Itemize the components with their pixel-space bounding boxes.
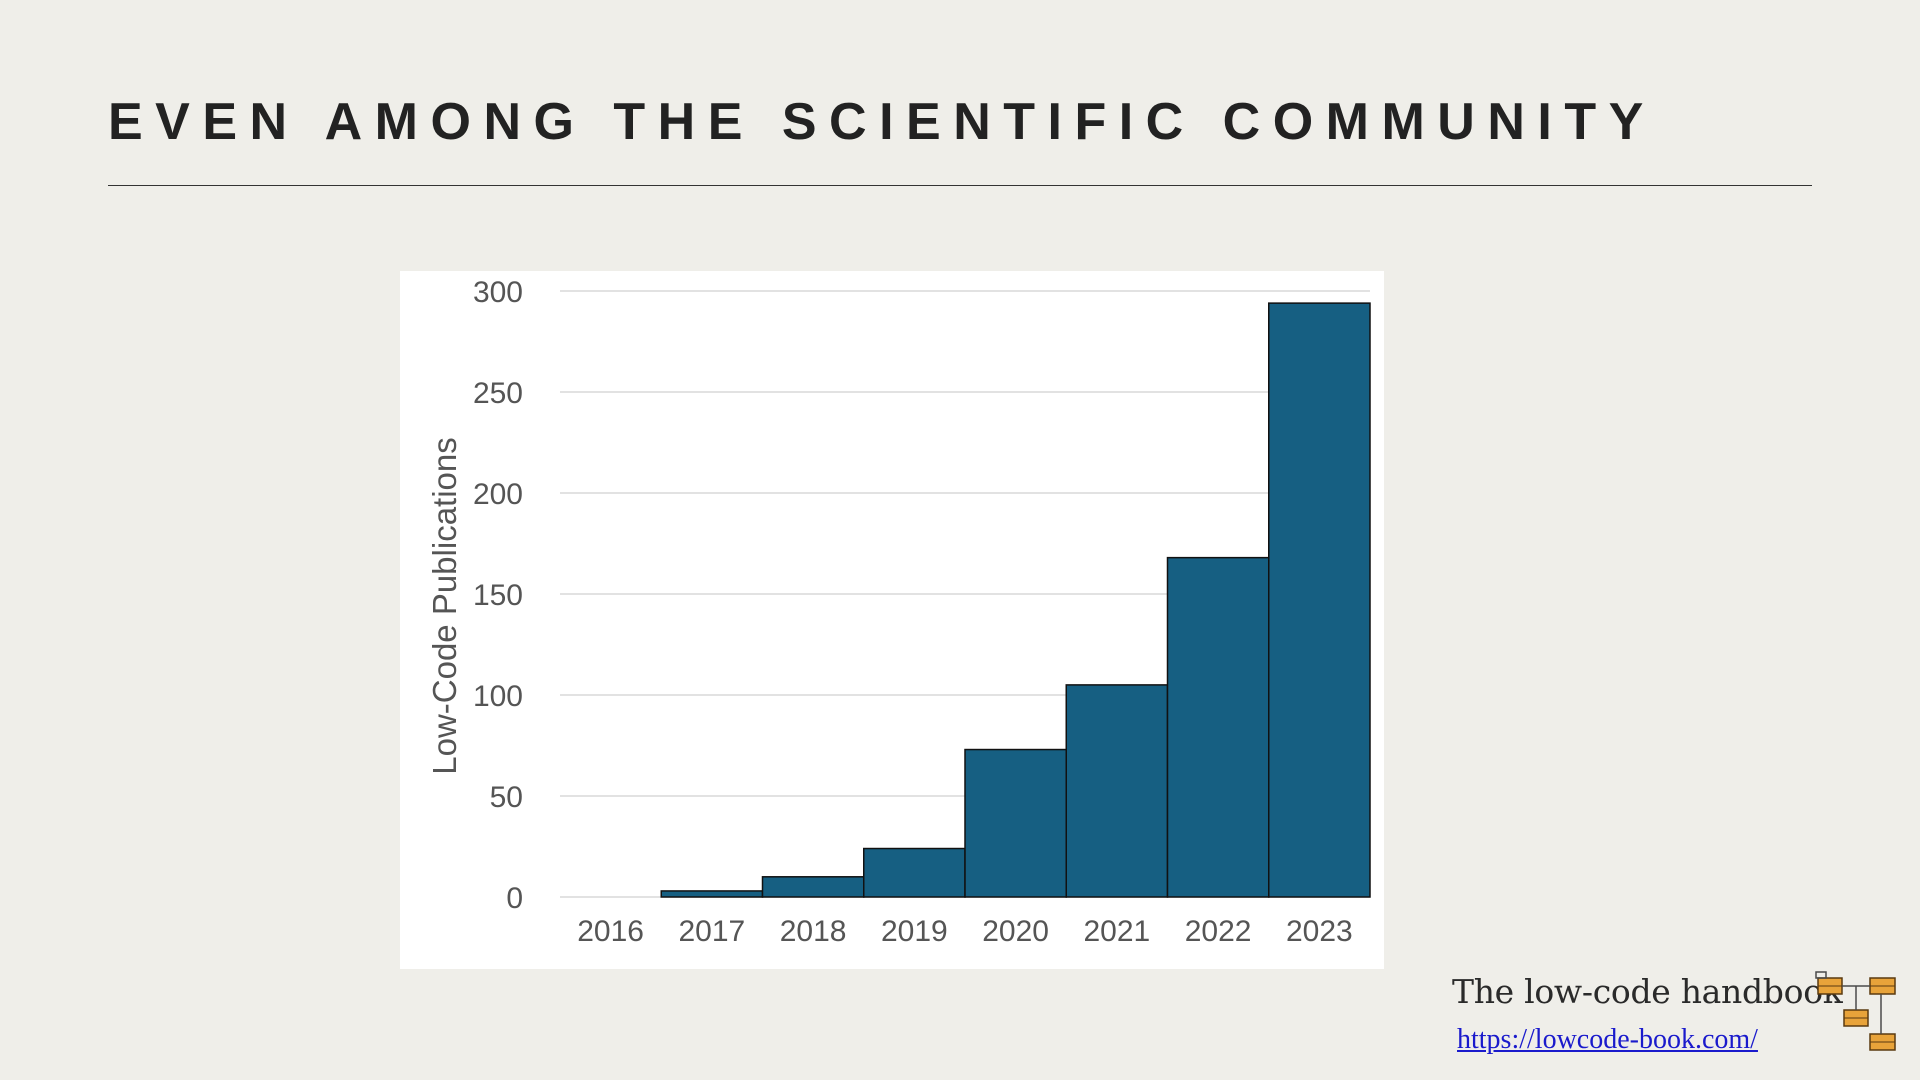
bar-2020 — [964, 748, 1067, 898]
bar-2021 — [1065, 684, 1169, 898]
grid-lines — [560, 290, 1370, 898]
bar-2019 — [863, 847, 966, 898]
y-tick-label: 50 — [490, 781, 523, 814]
x-tick-labels: 2016 2017 2018 2019 2020 2021 2022 2023 — [577, 915, 1353, 948]
title-divider — [108, 185, 1812, 186]
y-axis-label: Low-Code Publications — [426, 437, 463, 775]
bar-2023 — [1268, 302, 1371, 898]
x-tick-label: 2022 — [1185, 915, 1252, 948]
y-tick-label: 150 — [473, 579, 523, 612]
x-tick-label: 2016 — [577, 915, 644, 948]
x-tick-label: 2019 — [881, 915, 948, 948]
bar-2018 — [761, 876, 865, 898]
chart-panel: 0 50 100 150 200 250 300 2016 2017 2018 2019 2020 2… — [400, 271, 1384, 969]
y-tick-label: 0 — [506, 882, 523, 915]
bar-2017 — [660, 890, 764, 898]
brand-url-link[interactable]: https://lowcode-book.com/ — [1457, 1024, 1758, 1055]
y-tick-label: 250 — [473, 377, 523, 410]
x-tick-label: 2018 — [780, 915, 847, 948]
y-tick-label: 300 — [473, 276, 523, 309]
branding: The low-code handbook https://lowcode-bo… — [1440, 970, 1900, 1070]
slide-title: EVEN AMONG THE SCIENTIFIC COMMUNITY — [108, 93, 1656, 151]
y-tick-labels: 0 50 100 150 200 250 300 — [473, 276, 523, 915]
bar-2022 — [1166, 556, 1270, 898]
y-tick-label: 100 — [473, 680, 523, 713]
bars — [660, 302, 1371, 898]
x-tick-label: 2021 — [1084, 915, 1151, 948]
y-tick-label: 200 — [473, 478, 523, 511]
x-tick-label: 2023 — [1286, 915, 1353, 948]
x-tick-label: 2020 — [982, 915, 1049, 948]
brand-name: The low-code handbook — [1452, 972, 1843, 1011]
flowchart-boxes-icon — [1815, 971, 1896, 1051]
x-tick-label: 2017 — [679, 915, 746, 948]
